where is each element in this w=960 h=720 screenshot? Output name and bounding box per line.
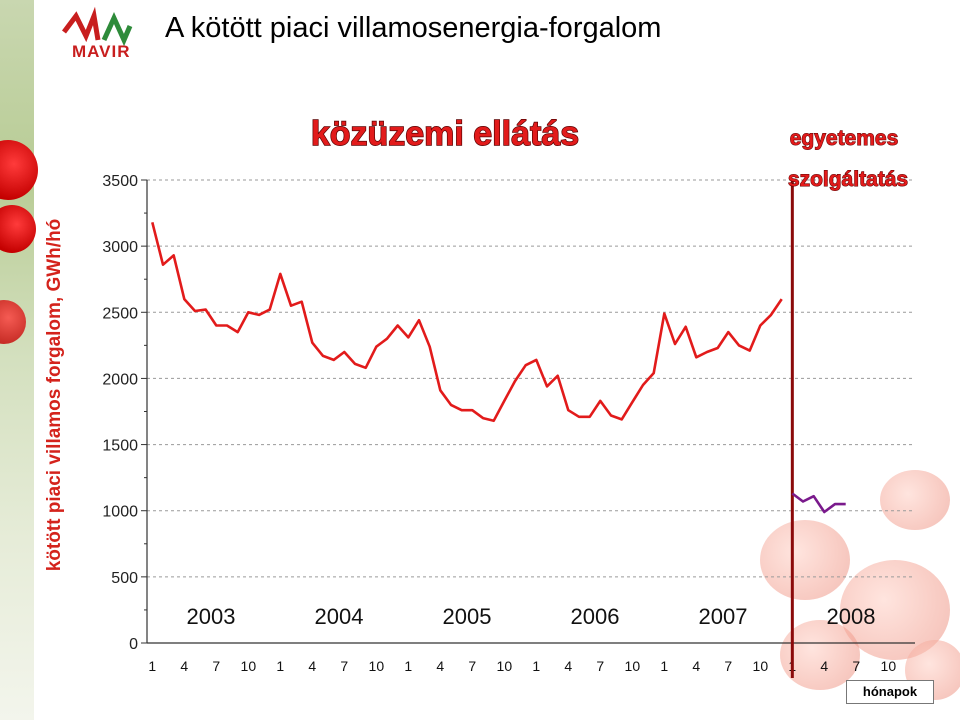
x-tick-label: 10	[497, 658, 513, 674]
x-tick-label: 10	[241, 658, 257, 674]
x-tick-label: 7	[340, 658, 348, 674]
x-tick-label: 1	[532, 658, 540, 674]
x-tick-label: 4	[692, 658, 700, 674]
y-tick-label: 3000	[102, 239, 138, 256]
y-tick-label: 2000	[102, 371, 138, 388]
x-tick-label: 1	[660, 658, 668, 674]
page-title: A kötött piaci villamosenergia-forgalom	[165, 12, 662, 44]
x-tick-label: 1	[148, 658, 156, 674]
y-tick-labels: 0 500 1000 1500 2000 2500 3000 3500	[102, 173, 138, 653]
x-tick-label: 4	[820, 658, 828, 674]
heading-universal-service-1: egyetemes	[790, 127, 899, 150]
x-tick-label: 10	[625, 658, 641, 674]
y-tick-label: 500	[111, 570, 138, 587]
x-tick-label: 10	[753, 658, 769, 674]
series-lines	[151, 221, 846, 514]
x-tick-label: 4	[180, 658, 188, 674]
x-tick-label: 7	[596, 658, 604, 674]
x-tick-label: 4	[308, 658, 316, 674]
x-tick-labels: 147101471014710147101471014710	[148, 658, 896, 674]
x-tick-label: 1	[276, 658, 284, 674]
x-tick-label: 10	[369, 658, 385, 674]
year-label: 2008	[827, 604, 876, 629]
x-tick-label: 4	[564, 658, 572, 674]
decorative-poppy-strip	[0, 0, 38, 720]
logo-text: MAVIR	[72, 42, 131, 61]
y-tick-label: 1500	[102, 438, 138, 455]
heading-universal-service-2: szolgáltatás	[788, 168, 908, 191]
y-tick-label: 2500	[102, 305, 138, 322]
x-tick-label: 10	[881, 658, 897, 674]
x-tick-label: 7	[212, 658, 220, 674]
mavir-logo-icon	[62, 6, 133, 47]
year-label: 2007	[699, 604, 748, 629]
year-label: 2005	[443, 604, 492, 629]
x-tick-label: 7	[468, 658, 476, 674]
heading-public-supply: közüzemi ellátás	[311, 115, 579, 153]
series-line-2	[791, 492, 846, 514]
series-line-1	[151, 221, 783, 423]
y-tick-label: 1000	[102, 504, 138, 521]
y-tick-label: 3500	[102, 173, 138, 190]
x-tick-label: 1	[404, 658, 412, 674]
x-tick-label: 7	[852, 658, 860, 674]
y-tick-label: 0	[129, 636, 138, 653]
year-label: 2006	[571, 604, 620, 629]
x-axis-label: hónapok	[846, 680, 934, 704]
year-labels: 2003 2004 2005 2006 2007 2008	[187, 604, 876, 629]
period-headings: közüzemi ellátás egyetemes szolgáltatás	[310, 114, 908, 191]
x-tick-label: 4	[436, 658, 444, 674]
axes	[141, 179, 915, 644]
year-label: 2004	[315, 604, 364, 629]
x-tick-label: 7	[724, 658, 732, 674]
gridlines	[147, 179, 915, 578]
year-label: 2003	[187, 604, 236, 629]
